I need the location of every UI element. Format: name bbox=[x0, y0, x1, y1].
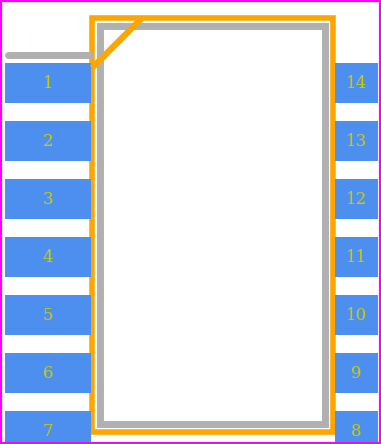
Text: 6: 6 bbox=[43, 365, 53, 381]
Text: 1: 1 bbox=[43, 75, 53, 91]
Text: 14: 14 bbox=[346, 75, 367, 91]
Text: 5: 5 bbox=[43, 306, 53, 324]
Text: 11: 11 bbox=[346, 249, 367, 266]
Text: 2: 2 bbox=[43, 132, 53, 150]
Bar bbox=[335, 121, 378, 161]
Bar bbox=[92, 18, 333, 432]
Bar bbox=[335, 353, 378, 393]
Bar bbox=[5, 179, 91, 219]
Bar bbox=[5, 121, 91, 161]
Text: 4: 4 bbox=[43, 249, 53, 266]
Bar bbox=[335, 295, 378, 335]
Text: 9: 9 bbox=[351, 365, 362, 381]
Bar bbox=[5, 237, 91, 277]
Bar bbox=[5, 63, 91, 103]
Text: 8: 8 bbox=[351, 423, 362, 440]
Bar bbox=[5, 353, 91, 393]
Bar bbox=[335, 63, 378, 103]
Text: 10: 10 bbox=[346, 306, 367, 324]
Bar bbox=[100, 26, 325, 424]
Text: 12: 12 bbox=[346, 190, 367, 207]
Bar bbox=[335, 411, 378, 444]
Bar bbox=[5, 411, 91, 444]
Bar bbox=[5, 295, 91, 335]
Text: 3: 3 bbox=[43, 190, 53, 207]
Text: 13: 13 bbox=[346, 132, 367, 150]
Bar bbox=[335, 237, 378, 277]
Text: 7: 7 bbox=[43, 423, 53, 440]
Bar bbox=[335, 179, 378, 219]
